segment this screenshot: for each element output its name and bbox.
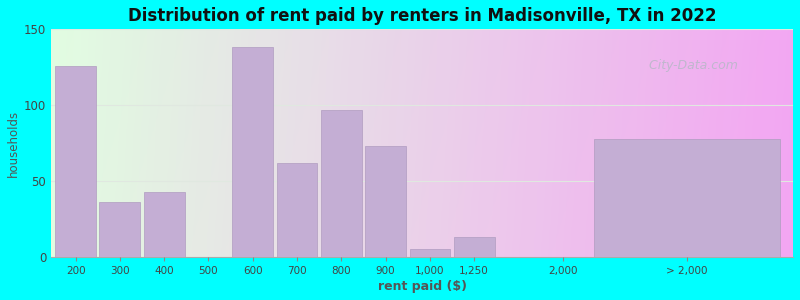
Bar — [55, 66, 96, 257]
Bar — [454, 237, 494, 257]
Bar — [366, 146, 406, 257]
Y-axis label: households: households — [7, 110, 20, 177]
Bar — [232, 47, 273, 257]
Text: City-Data.com: City-Data.com — [645, 59, 738, 72]
X-axis label: rent paid ($): rent paid ($) — [378, 280, 466, 293]
Bar — [321, 110, 362, 257]
Bar — [99, 202, 140, 257]
Bar — [594, 139, 780, 257]
Title: Distribution of rent paid by renters in Madisonville, TX in 2022: Distribution of rent paid by renters in … — [128, 7, 716, 25]
Bar — [277, 163, 318, 257]
Bar — [410, 249, 450, 257]
Bar — [144, 192, 185, 257]
